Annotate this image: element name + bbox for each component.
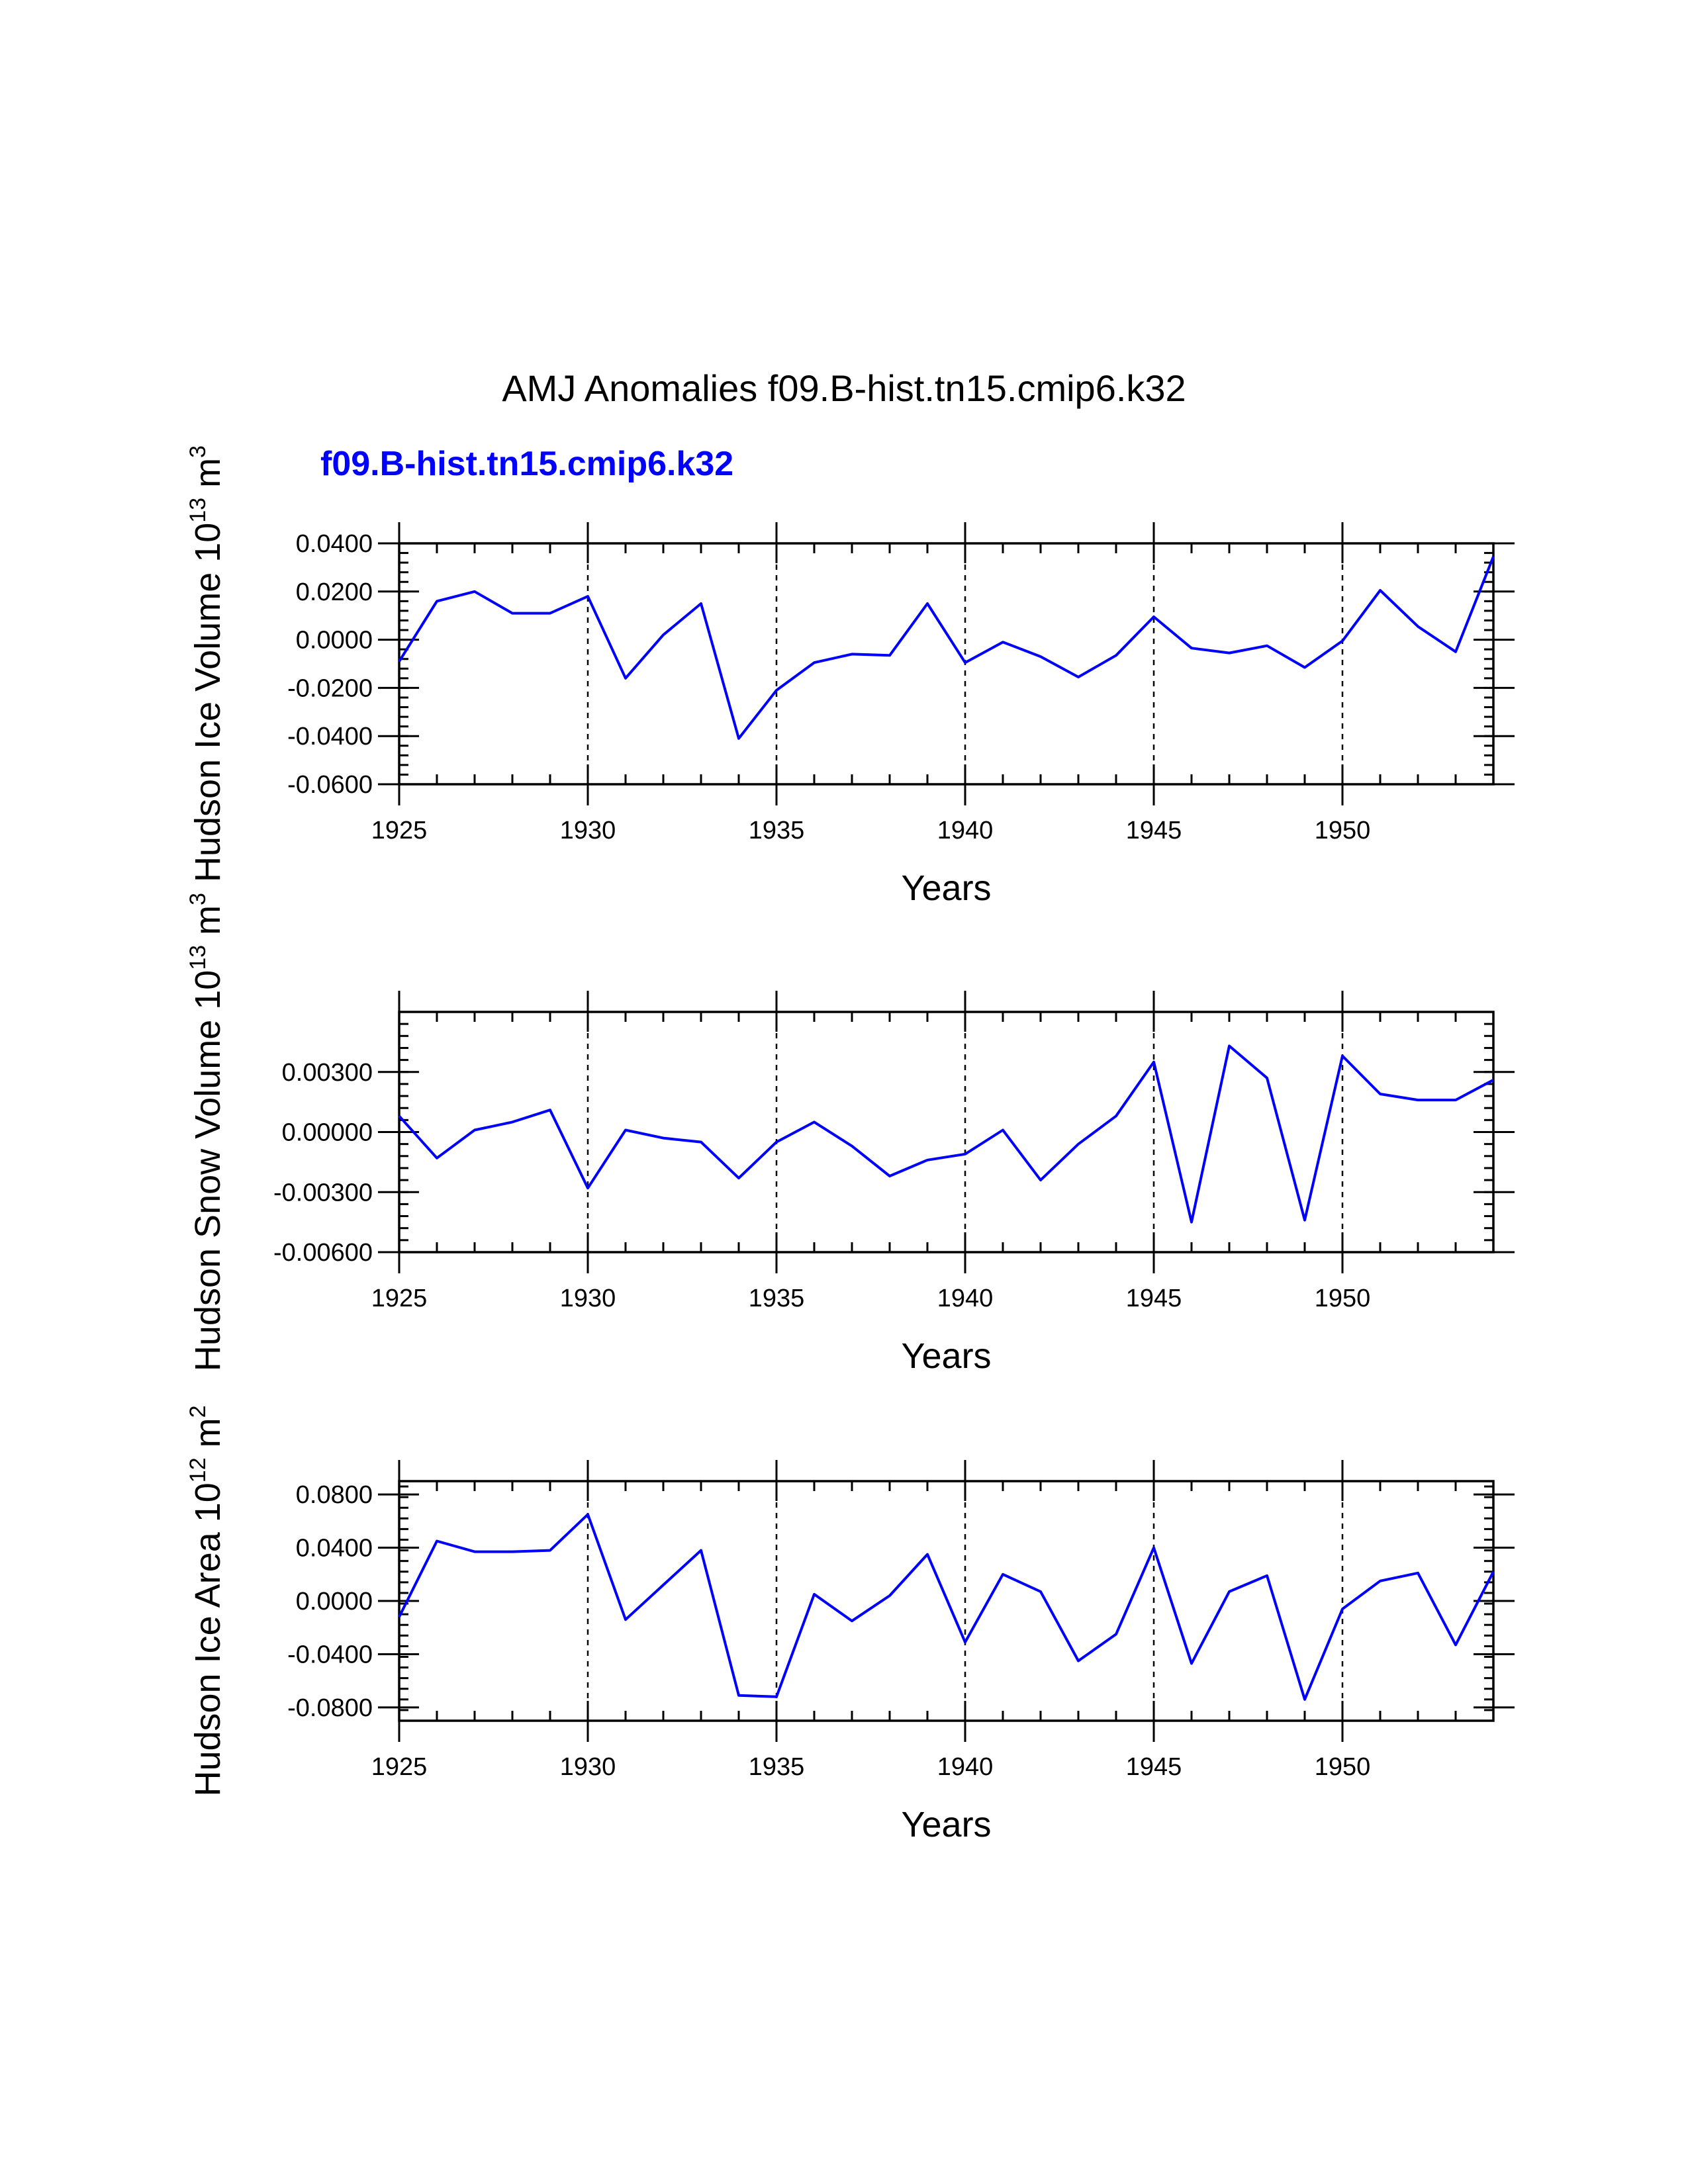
- y-tick-label: 0.0400: [296, 1535, 373, 1563]
- subtitle: f09.B-hist.tn15.cmip6.k32: [320, 445, 733, 483]
- panel-ice-area: 1925 1930 1935 1940 1945 1950 -0.0800 -0.0400 0.…: [185, 1405, 1515, 1844]
- series-line: [398, 556, 1495, 740]
- x-tick-label: 1935: [749, 1285, 805, 1312]
- x-tick-label: 1945: [1126, 1753, 1182, 1781]
- y-axis-title: Hudson Ice Volume 1013 m3: [185, 445, 228, 882]
- x-tick-label: 1940: [937, 817, 994, 844]
- y-axis-title-part: 3: [185, 893, 211, 905]
- y-tick-label: 0.0400: [296, 530, 373, 558]
- y-tick-label: 0.0000: [296, 627, 373, 655]
- y-axis-title-part: 12: [185, 1457, 211, 1482]
- y-axis-title-part: 13: [185, 498, 211, 523]
- plot-frame: [398, 542, 1495, 786]
- panel-snow-volume: 1925 1930 1935 1940 1945 1950 -0.00600 -0.00300…: [185, 893, 1515, 1376]
- x-tick-label: 1930: [560, 817, 616, 844]
- x-tick-label: 1945: [1126, 817, 1182, 844]
- x-tick-label: 1925: [371, 1285, 428, 1312]
- y-tick-label: -0.00300: [273, 1179, 373, 1206]
- series-line: [398, 1513, 1495, 1701]
- x-tick-label: 1935: [749, 1753, 805, 1781]
- x-tick-label: 1940: [937, 1753, 994, 1781]
- chart-panels: 1925 1930 1935 1940 1945 1950 -0.0600 -0.0400 -0…: [185, 445, 1515, 1844]
- y-axis-title: Hudson Ice Area 1012 m2: [185, 1405, 228, 1796]
- y-axis-title-part: 3: [185, 445, 211, 458]
- y-axis-title-part: Hudson Ice Area 10: [188, 1482, 228, 1796]
- x-axis-title: Years: [901, 1336, 991, 1376]
- plot-frame: [398, 1011, 1495, 1253]
- x-axis-title: Years: [901, 1805, 991, 1844]
- x-tick-label: 1940: [937, 1285, 994, 1312]
- y-tick-label: 0.0800: [296, 1481, 373, 1509]
- y-tick-label: 0.00000: [282, 1119, 373, 1147]
- x-tick-label: 1925: [371, 1753, 428, 1781]
- x-tick-label: 1945: [1126, 1285, 1182, 1312]
- y-tick-label: -0.0800: [287, 1694, 373, 1722]
- y-tick-label: 0.00300: [282, 1059, 373, 1087]
- x-tick-label: 1950: [1315, 1285, 1371, 1312]
- panel-ice-volume: 1925 1930 1935 1940 1945 1950 -0.0600 -0.0400 -0…: [185, 445, 1515, 908]
- y-axis-title-part: m: [188, 905, 228, 945]
- x-tick-label: 1930: [560, 1753, 616, 1781]
- y-tick-label: -0.0600: [287, 771, 373, 799]
- series-line: [398, 1044, 1494, 1224]
- y-tick-label: -0.0400: [287, 723, 373, 751]
- y-axis-title-part: 2: [185, 1405, 211, 1418]
- y-axis-title: Hudson Snow Volume 1013 m3: [185, 893, 228, 1371]
- y-axis-title-part: 13: [185, 945, 211, 970]
- x-tick-label: 1935: [749, 817, 805, 844]
- y-tick-label: -0.00600: [273, 1239, 373, 1267]
- x-tick-label: 1925: [371, 817, 428, 844]
- y-tick-label: -0.0400: [287, 1641, 373, 1668]
- plot-frame: [398, 1480, 1495, 1722]
- main-title: AMJ Anomalies f09.B-hist.tn15.cmip6.k32: [502, 367, 1186, 409]
- x-tick-label: 1950: [1315, 817, 1371, 844]
- y-tick-label: -0.0200: [287, 674, 373, 702]
- x-axis-title: Years: [901, 868, 991, 908]
- y-axis-title-part: Hudson Ice Volume 10: [188, 523, 228, 882]
- y-axis-title-part: m: [188, 1418, 228, 1457]
- y-tick-label: 0.0200: [296, 578, 373, 606]
- y-axis-title-part: m: [188, 458, 228, 498]
- x-tick-label: 1930: [560, 1285, 616, 1312]
- y-axis-title-part: Hudson Snow Volume 10: [188, 970, 228, 1371]
- x-tick-label: 1950: [1315, 1753, 1371, 1781]
- y-tick-label: 0.0000: [296, 1588, 373, 1615]
